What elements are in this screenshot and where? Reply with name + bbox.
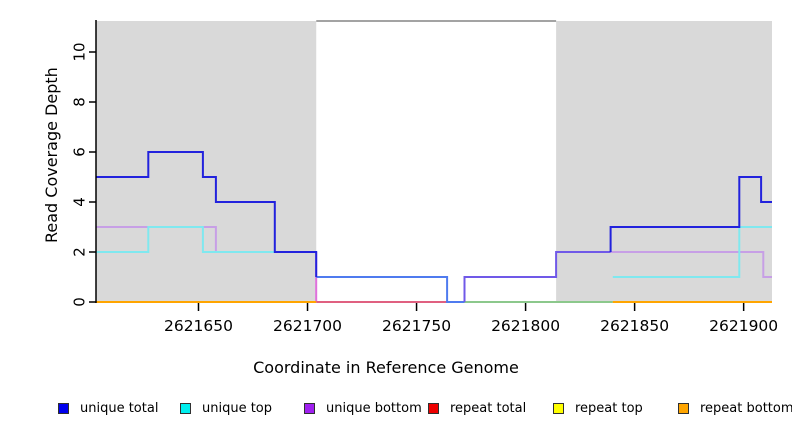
series-segment-unique-bottom-right <box>610 251 772 278</box>
y-tick-label: 4 <box>70 197 88 207</box>
series-segment-unique-top-right <box>612 226 772 278</box>
x-tick-label: 2621650 <box>164 317 233 335</box>
legend-swatch-repeat-bottom <box>678 402 689 414</box>
y-tick-label: 6 <box>70 147 88 157</box>
legend-item-repeat-bottom: repeat bottom <box>678 399 792 417</box>
series-segment-unique-total-mid-violet <box>463 251 611 302</box>
repeat-region-rect-1 <box>556 21 772 303</box>
x-axis-title: Coordinate in Reference Genome <box>253 358 519 377</box>
x-tick-label: 2621800 <box>491 317 560 335</box>
x-tick-label: 2621850 <box>600 317 669 335</box>
x-tick-label: 2621750 <box>382 317 451 335</box>
legend-label-repeat-total: repeat total <box>450 400 527 416</box>
repeat-region-rect-0 <box>96 21 317 303</box>
legend-label-unique-top: unique top <box>202 400 273 416</box>
series-segment-unique-top-left <box>96 226 275 253</box>
legend-label-unique-bottom: unique bottom <box>326 400 422 416</box>
x-tick-label: 2621900 <box>709 317 778 335</box>
series-segment-unique-total-right <box>609 176 772 252</box>
legend-swatch-unique-bottom <box>304 402 315 414</box>
legend-item-unique-total: unique total <box>58 399 158 417</box>
y-tick-label: 2 <box>70 247 88 257</box>
legend: unique total unique top unique bottom repea… <box>0 399 792 423</box>
series-segment-unique-total-left <box>96 151 318 277</box>
y-tick-label: 0 <box>70 297 88 307</box>
legend-item-unique-top: unique top <box>180 399 272 417</box>
y-tick-label: 10 <box>70 42 88 61</box>
legend-item-unique-bottom: unique bottom <box>304 399 422 417</box>
legend-item-repeat-total: repeat total <box>428 399 526 417</box>
y-axis-title: Read Coverage Depth <box>42 67 61 243</box>
legend-label-unique-total: unique total <box>80 400 159 416</box>
legend-label-repeat-top: repeat top <box>575 400 643 416</box>
legend-swatch-repeat-total <box>428 402 439 414</box>
legend-swatch-unique-top <box>180 402 191 414</box>
legend-swatch-unique-total <box>58 402 69 414</box>
y-tick-label: 8 <box>70 97 88 107</box>
legend-item-repeat-top: repeat top <box>553 399 643 417</box>
series-segment-unique-total-mid-blend <box>316 276 465 303</box>
legend-swatch-repeat-top <box>553 402 564 414</box>
legend-label-repeat-bottom: repeat bottom <box>700 400 792 416</box>
x-tick-label: 2621700 <box>273 317 342 335</box>
